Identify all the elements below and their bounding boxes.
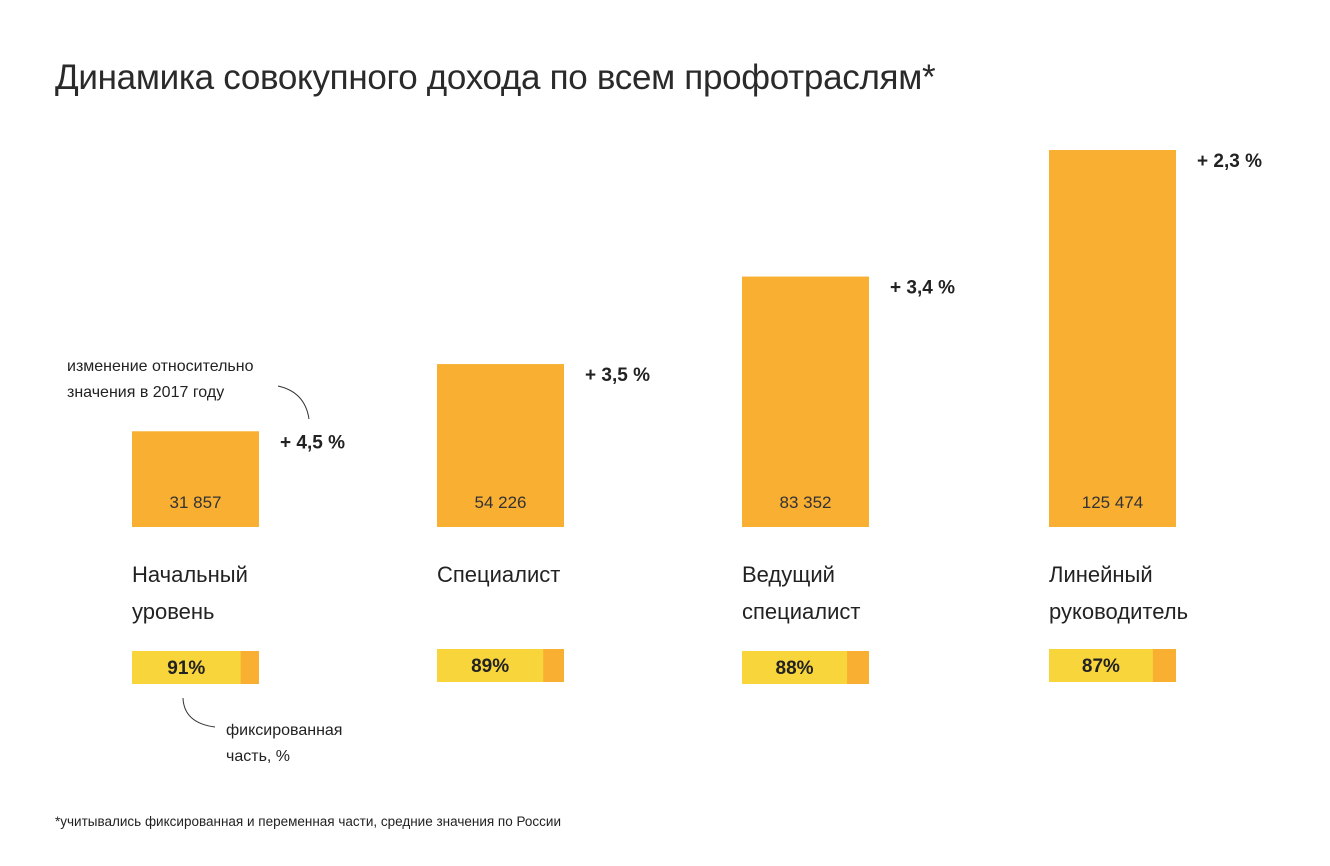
fixed-share-label: 87% [1082,656,1120,677]
fixed-share-label: 91% [167,658,205,679]
change-label: + 3,5 % [585,365,650,386]
fixed-annotation-connector [182,697,216,728]
bar-value-label: 31 857 [170,493,222,512]
fixed-share-bar [437,649,544,682]
fixed-share-label: 88% [776,658,814,679]
bar-value-label: 125 474 [1082,493,1143,512]
fixed-share-bar [742,651,848,684]
bar [437,364,564,527]
change-annotation-connector [277,385,310,420]
chart-title: Динамика совокупного дохода по всем проф… [55,58,936,97]
change-annotation-line-2: значения в 2017 году [67,384,225,401]
fixed-share-bar [132,651,241,684]
category-label: руководитель [1049,599,1188,624]
fixed-annotation-line-1: фиксированная [226,722,343,739]
change-label: + 2,3 % [1197,151,1262,172]
fixed-share-label: 89% [471,656,509,677]
category-label: специалист [742,599,860,624]
change-annotation: изменение относительно значения в 2017 г… [67,354,254,406]
category-label: Специалист [437,562,560,587]
bar [742,276,869,527]
category-label: Линейный [1049,562,1153,587]
fixed-annotation: фиксированная часть, % [226,718,342,770]
bar-value-label: 83 352 [780,493,832,512]
change-label: + 4,5 % [280,432,345,453]
bar [132,431,259,527]
change-annotation-line-1: изменение относительно [67,358,254,375]
bar [1049,150,1176,527]
change-label: + 3,4 % [890,278,955,299]
fixed-annotation-line-2: часть, % [226,748,291,765]
category-label: Начальный [132,562,248,587]
category-label: уровень [132,599,215,624]
footnote: *учитывались фиксированная и переменная … [55,814,562,829]
fixed-share-bar [1049,649,1153,682]
category-label: Ведущий [742,562,835,587]
bar-value-label: 54 226 [475,493,527,512]
